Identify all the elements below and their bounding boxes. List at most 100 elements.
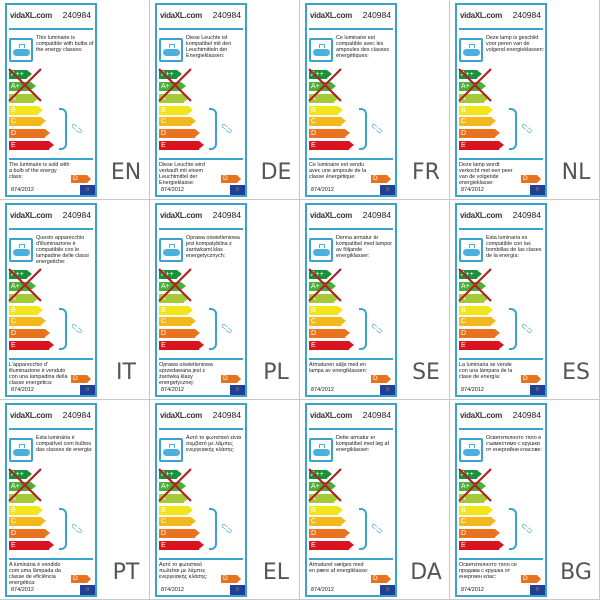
brand-logo: vidaXL.com [310, 411, 352, 420]
energy-label-de: vidaXL.com 240984 Diese Leuchte ist komp… [150, 0, 300, 200]
brace [59, 308, 67, 350]
energy-class-bar: D [159, 329, 200, 338]
language-code: ES [562, 360, 590, 385]
product-number: 240984 [212, 10, 241, 20]
energy-label-pt: vidaXL.com 240984 Esta luminária é compa… [0, 400, 150, 600]
energy-class-bar: A+ [159, 82, 186, 91]
bulb-icon: ⊂⊃ [68, 520, 85, 537]
divider [459, 158, 543, 160]
regulation-number: 874/2012 [311, 387, 334, 393]
energy-class-bar: A++ [459, 270, 482, 279]
regulation-number: 874/2012 [161, 187, 184, 193]
sold-class-badge: D [221, 175, 241, 183]
energy-class-bar: A+ [9, 82, 36, 91]
energy-class-bar: A+ [159, 282, 186, 291]
energy-class-bar: A++ [459, 70, 482, 79]
divider [459, 358, 543, 360]
divider [9, 158, 93, 160]
language-code: PL [263, 360, 289, 385]
bulb-icon: ⊂⊃ [218, 120, 235, 137]
divider [159, 28, 243, 30]
ceiling-lamp-icon [159, 438, 183, 462]
language-code: FR [412, 160, 440, 185]
product-number: 240984 [212, 410, 241, 420]
energy-class-bar: A+ [309, 82, 336, 91]
energy-label: vidaXL.com 240984 Diese Leuchte ist komp… [155, 3, 247, 197]
divider [459, 428, 543, 430]
brace [209, 508, 217, 550]
sold-class-badge: D [521, 575, 541, 583]
sold-class-badge: D [371, 575, 391, 583]
energy-class-bar: B [459, 306, 493, 315]
language-code: PT [112, 560, 140, 585]
energy-class-bar: C [459, 117, 497, 126]
compatible-text: Oprawa oświetleniowa jest kompatybilna z… [186, 235, 240, 259]
brand-logo: vidaXL.com [310, 211, 352, 220]
eu-flag-icon: ○ [230, 585, 245, 595]
energy-class-bar: A+ [309, 282, 336, 291]
energy-class-bar: E [159, 141, 204, 150]
energy-class-bar: E [159, 341, 204, 350]
language-code: DA [410, 560, 442, 585]
compatible-text: This luminaire is compatible with bulbs … [36, 35, 94, 53]
product-number: 240984 [512, 410, 541, 420]
divider [309, 228, 393, 230]
sold-class-badge: D [371, 375, 391, 383]
compatible-text: Deze lamp is geschikt voor peren van de … [486, 35, 545, 53]
energy-class-bar: D [159, 129, 200, 138]
cross-icon [8, 68, 42, 102]
energy-class-bar: B [309, 306, 343, 315]
energy-label: vidaXL.com 240984 Esta luminária é compa… [5, 403, 97, 597]
regulation-number: 874/2012 [161, 587, 184, 593]
eu-flag-icon: ○ [530, 585, 545, 595]
sold-with-text: A luminária é vendido com uma lâmpada da… [9, 562, 61, 586]
product-number: 240984 [62, 10, 91, 20]
sold-class-badge: D [221, 375, 241, 383]
cross-icon [158, 68, 192, 102]
product-number: 240984 [362, 10, 391, 20]
compatible-text: Questo apparecchio d'illuminazione è com… [36, 235, 89, 265]
bulb-icon: ⊂⊃ [368, 120, 385, 137]
energy-label: vidaXL.com 240984 Denna armatur är kompa… [305, 203, 397, 397]
cross-icon [458, 468, 492, 502]
energy-class-bar: A++ [159, 470, 182, 479]
energy-class-bar: D [159, 529, 200, 538]
language-code: SE [412, 360, 440, 385]
energy-label-es: vidaXL.com 240984 Esta luminaria es comp… [450, 200, 600, 400]
energy-label-pl: vidaXL.com 240984 Oprawa oświetleniowa j… [150, 200, 300, 400]
energy-class-bar: E [9, 341, 54, 350]
bulb-icon: ⊂⊃ [518, 520, 535, 537]
energy-class-bar: A+ [159, 482, 186, 491]
product-number: 240984 [362, 410, 391, 420]
divider [159, 358, 243, 360]
energy-class-bar: D [309, 129, 350, 138]
compatible-text: Esta luminária é compatível com bulbos d… [36, 435, 93, 453]
energy-label-fr: vidaXL.com 240984 Ce luminaire est compa… [300, 0, 450, 200]
divider [9, 28, 93, 30]
compatible-text: Esta luminaria es compatible con las bom… [486, 235, 542, 259]
brace [359, 108, 367, 150]
sold-with-text: Oprawa oświetleniowa sprzedawana jest z … [159, 362, 213, 386]
brand-logo: vidaXL.com [10, 211, 52, 220]
energy-class-bar: B [9, 506, 43, 515]
energy-label: vidaXL.com 240984 Αυτό το φωτιστικό είνα… [155, 403, 247, 597]
eu-flag-icon: ○ [380, 185, 395, 195]
brace [59, 108, 67, 150]
divider [309, 158, 393, 160]
sold-with-text: L'apparecchio d' illuminazione è venduto… [9, 362, 68, 386]
divider [309, 358, 393, 360]
energy-class-bar: A++ [9, 470, 32, 479]
energy-class-bar: C [309, 117, 347, 126]
energy-class-bar: A++ [309, 70, 332, 79]
eu-flag-icon: ○ [530, 385, 545, 395]
energy-class-bar: C [159, 517, 197, 526]
compatible-text: Dette armatur er kompatibel med løg af e… [336, 435, 390, 453]
energy-class-bar: E [459, 141, 504, 150]
energy-class-bar: E [9, 141, 54, 150]
energy-class-bar: D [9, 329, 50, 338]
energy-class-bar: B [309, 506, 343, 515]
language-code: DE [260, 160, 292, 185]
ceiling-lamp-icon [459, 438, 483, 462]
energy-class-bar: C [9, 117, 47, 126]
